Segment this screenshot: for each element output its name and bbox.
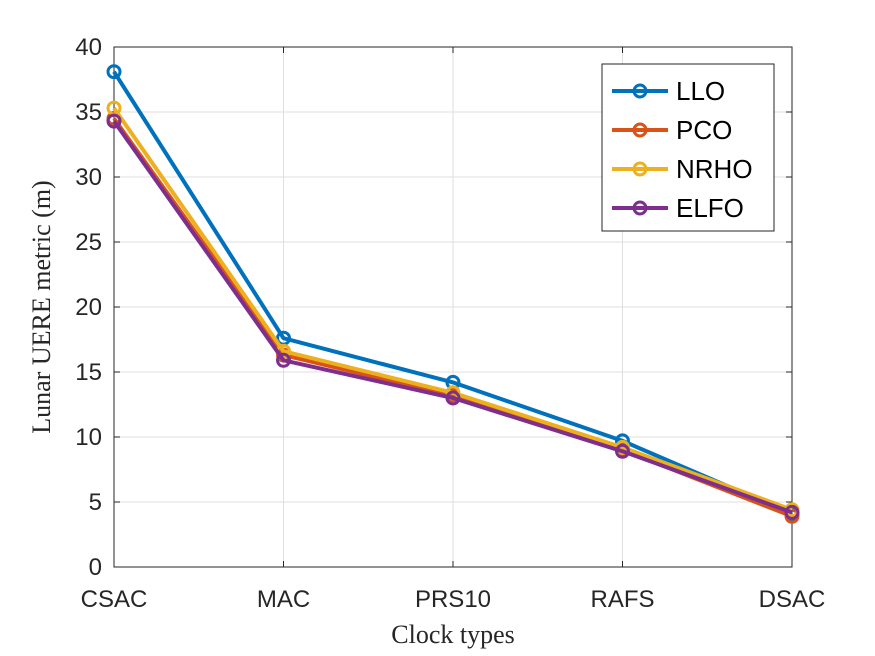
y-tick-label: 25	[75, 229, 102, 256]
x-axis-ticks: CSAC MAC PRS10 RAFS DSAC	[81, 47, 826, 613]
y-tick-label: 10	[75, 424, 102, 451]
y-axis-ticks: 0 5 10 15 20 25 30 35 40	[75, 34, 792, 581]
legend-marker	[632, 83, 648, 99]
y-tick-label: 5	[89, 489, 102, 516]
series-line-elfo	[112, 119, 793, 515]
series-elfo	[106, 113, 800, 520]
legend-marker	[632, 161, 648, 177]
data-point-elfo	[276, 352, 291, 368]
y-tick-label: 20	[75, 294, 102, 321]
y-tick-label: 0	[89, 554, 102, 581]
data-point-elfo	[106, 113, 122, 129]
legend-marker	[632, 122, 648, 138]
data-point-elfo	[615, 443, 630, 459]
legend-item-pco: PCO	[612, 115, 732, 145]
x-tick-label: CSAC	[81, 586, 148, 613]
legend-item-nrho: NRHO	[612, 154, 753, 184]
x-tick-label: DSAC	[759, 586, 826, 613]
x-tick-label: MAC	[257, 586, 310, 613]
x-tick-label: PRS10	[415, 586, 491, 613]
data-point-elfo	[784, 504, 800, 520]
y-tick-label: 40	[75, 34, 102, 61]
legend-label: NRHO	[676, 154, 753, 184]
data-point-elfo	[445, 390, 461, 406]
series-lines	[106, 64, 800, 524]
legend: LLO PCO NRHO ELFO	[601, 63, 775, 232]
legend-label: LLO	[676, 76, 725, 106]
y-tick-label: 35	[75, 99, 102, 126]
legend-item-elfo: ELFO	[612, 193, 744, 223]
legend-label: ELFO	[676, 193, 744, 223]
x-tick-label: RAFS	[590, 586, 654, 613]
data-point-llo	[106, 64, 122, 80]
y-tick-label: 15	[75, 359, 102, 386]
legend-item-llo: LLO	[612, 76, 725, 106]
y-axis-title: Lunar UERE metric (m)	[27, 180, 56, 433]
legend-marker	[632, 200, 648, 216]
legend-label: PCO	[676, 115, 732, 145]
y-tick-label: 30	[75, 164, 102, 191]
series-line-llo	[112, 70, 793, 516]
x-axis-title: Clock types	[391, 620, 515, 649]
